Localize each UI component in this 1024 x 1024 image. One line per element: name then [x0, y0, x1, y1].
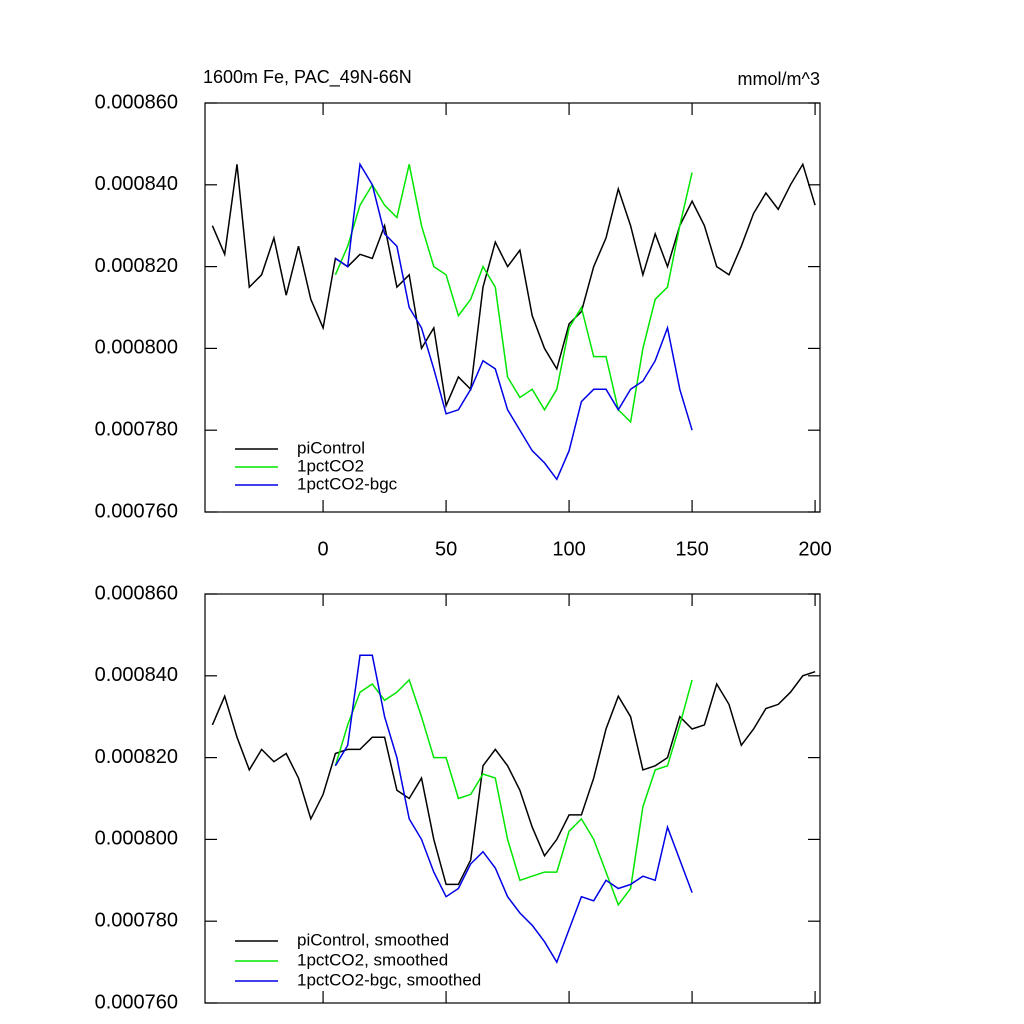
- legend-label: 1pctCO2, smoothed: [297, 950, 448, 969]
- y-tick-label: 0.000840: [95, 664, 178, 686]
- series-line: [211, 670, 816, 886]
- plot-frame: [204, 102, 821, 513]
- y-tick-label: 0.000760: [95, 991, 178, 1013]
- y-tick-label: 0.000800: [95, 828, 178, 850]
- legend-label: 1pctCO2-bgc: [297, 474, 398, 493]
- x-tick-label: 150: [675, 538, 708, 560]
- x-tick-label: 0: [318, 538, 329, 560]
- legend-label: 1pctCO2-bgc, smoothed: [297, 970, 481, 989]
- y-tick-label: 0.000800: [95, 337, 178, 359]
- y-tick-label: 0.000860: [95, 91, 178, 113]
- series-line: [334, 162, 693, 481]
- units-label: mmol/m^3: [738, 69, 820, 89]
- y-tick-label: 0.000780: [95, 418, 178, 440]
- y-tick-label: 0.000760: [95, 500, 178, 522]
- x-tick-label: 200: [798, 538, 831, 560]
- series-line: [334, 678, 693, 907]
- y-tick-label: 0.000820: [95, 255, 178, 277]
- y-tick-label: 0.000820: [95, 746, 178, 768]
- plot-frame: [204, 593, 821, 1004]
- y-tick-label: 0.000860: [95, 582, 178, 604]
- series-line: [334, 654, 693, 964]
- chart-title: 1600m Fe, PAC_49N-66N: [203, 67, 412, 88]
- legend-label: piControl: [297, 438, 365, 457]
- y-tick-label: 0.000840: [95, 173, 178, 195]
- series-line: [211, 162, 816, 409]
- x-tick-label: 50: [435, 538, 457, 560]
- legend-label: piControl, smoothed: [297, 930, 449, 949]
- y-tick-label: 0.000780: [95, 909, 178, 931]
- series-line: [334, 164, 693, 424]
- legend-label: 1pctCO2: [297, 456, 364, 475]
- x-tick-label: 100: [552, 538, 585, 560]
